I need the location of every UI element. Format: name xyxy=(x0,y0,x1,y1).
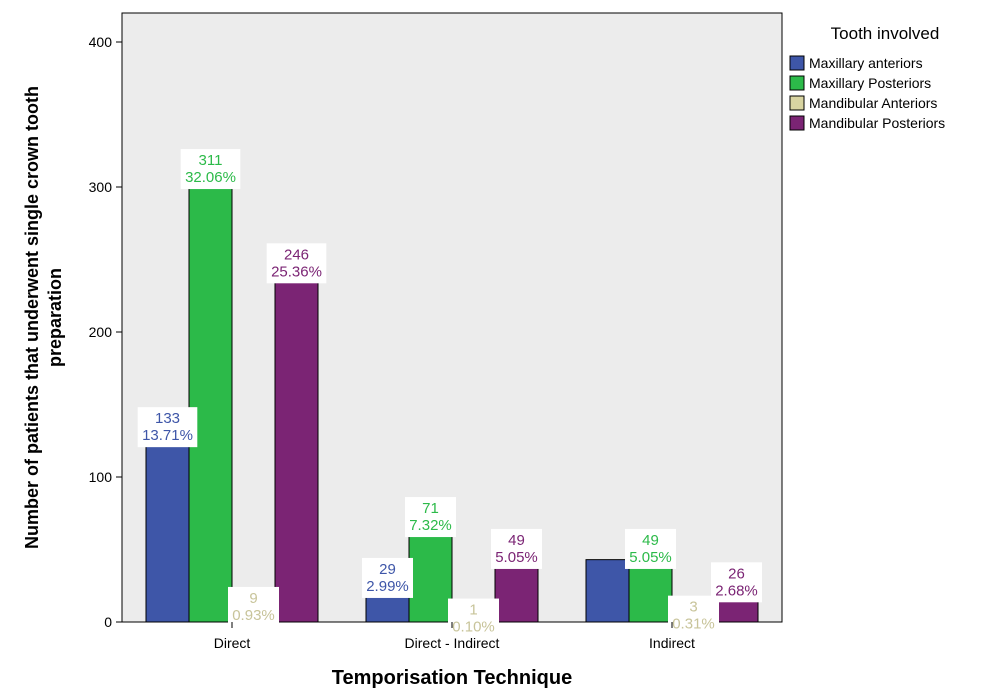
x-tick-label: Indirect xyxy=(649,635,695,651)
data-label: 29 xyxy=(379,561,396,578)
data-label: 49 xyxy=(508,532,525,549)
data-label-box xyxy=(266,243,327,284)
data-label: 32.06% xyxy=(185,169,236,186)
y-tick-label: 400 xyxy=(89,34,113,50)
data-label: 49 xyxy=(642,532,659,549)
data-label: 5.05% xyxy=(495,549,538,566)
legend-label: Mandibular Anteriors xyxy=(809,95,937,111)
y-axis: 0 100 200 300 400 xyxy=(89,34,122,630)
data-label-box xyxy=(362,557,413,598)
legend: Tooth involved Maxillary anteriors Maxilla… xyxy=(789,24,945,131)
data-label-box xyxy=(711,562,762,603)
data-label-box xyxy=(448,598,499,639)
bar-maxillary-anteriors xyxy=(585,559,630,623)
data-label-box xyxy=(625,528,676,569)
data-label: 26 xyxy=(728,565,745,582)
data-label: 2.99% xyxy=(366,578,409,595)
legend-swatch xyxy=(789,55,805,71)
y-tick-label: 100 xyxy=(89,469,113,485)
y-tick-label: 0 xyxy=(104,614,112,630)
data-label: 0.31% xyxy=(672,616,715,633)
bar-mandibular-posteriors xyxy=(274,264,319,623)
y-axis-title-line: Number of patients that underwent single… xyxy=(22,86,42,549)
data-label: 9 xyxy=(249,590,257,607)
data-label: 3 xyxy=(689,599,697,616)
data-label: 1 xyxy=(469,602,477,619)
y-tick-label: 200 xyxy=(89,324,113,340)
data-label-box xyxy=(180,149,241,190)
data-label: 311 xyxy=(199,152,223,169)
legend-title: Tooth involved xyxy=(831,24,940,43)
data-label: 0.10% xyxy=(452,619,495,636)
y-tick-label: 300 xyxy=(89,179,113,195)
legend-swatch xyxy=(789,75,805,91)
legend-label: Maxillary anteriors xyxy=(809,55,923,71)
x-tick-label: Direct - Indirect xyxy=(405,635,500,651)
data-label: 7.32% xyxy=(409,517,452,534)
data-label-box xyxy=(137,407,198,448)
legend-label: Maxillary Posteriors xyxy=(809,75,931,91)
data-label-box xyxy=(668,595,719,636)
x-axis-title: Temporisation Technique xyxy=(332,667,572,689)
data-label-box xyxy=(405,497,456,538)
legend-label: Mandibular Posteriors xyxy=(809,115,945,131)
y-axis-title-line: preparation xyxy=(45,268,65,367)
data-label: 246 xyxy=(284,246,309,263)
y-axis-title: Number of patients that underwent single… xyxy=(22,86,65,549)
legend-swatch xyxy=(789,95,805,111)
x-tick-label: Direct xyxy=(214,635,251,651)
data-label: 0.93% xyxy=(232,607,275,624)
bar-maxillary-anteriors xyxy=(145,428,190,623)
data-label: 2.68% xyxy=(715,582,758,599)
data-label-box xyxy=(491,528,542,569)
data-label: 71 xyxy=(422,500,439,517)
data-label: 133 xyxy=(155,410,180,427)
bar-maxillary-posteriors xyxy=(188,170,233,623)
legend-swatch xyxy=(789,115,805,131)
data-label: 25.36% xyxy=(271,263,322,280)
data-label-box xyxy=(228,586,279,627)
data-label: 13.71% xyxy=(142,427,193,444)
data-label: 5.05% xyxy=(629,549,672,566)
x-axis: Direct Direct - Indirect Indirect xyxy=(214,622,695,651)
